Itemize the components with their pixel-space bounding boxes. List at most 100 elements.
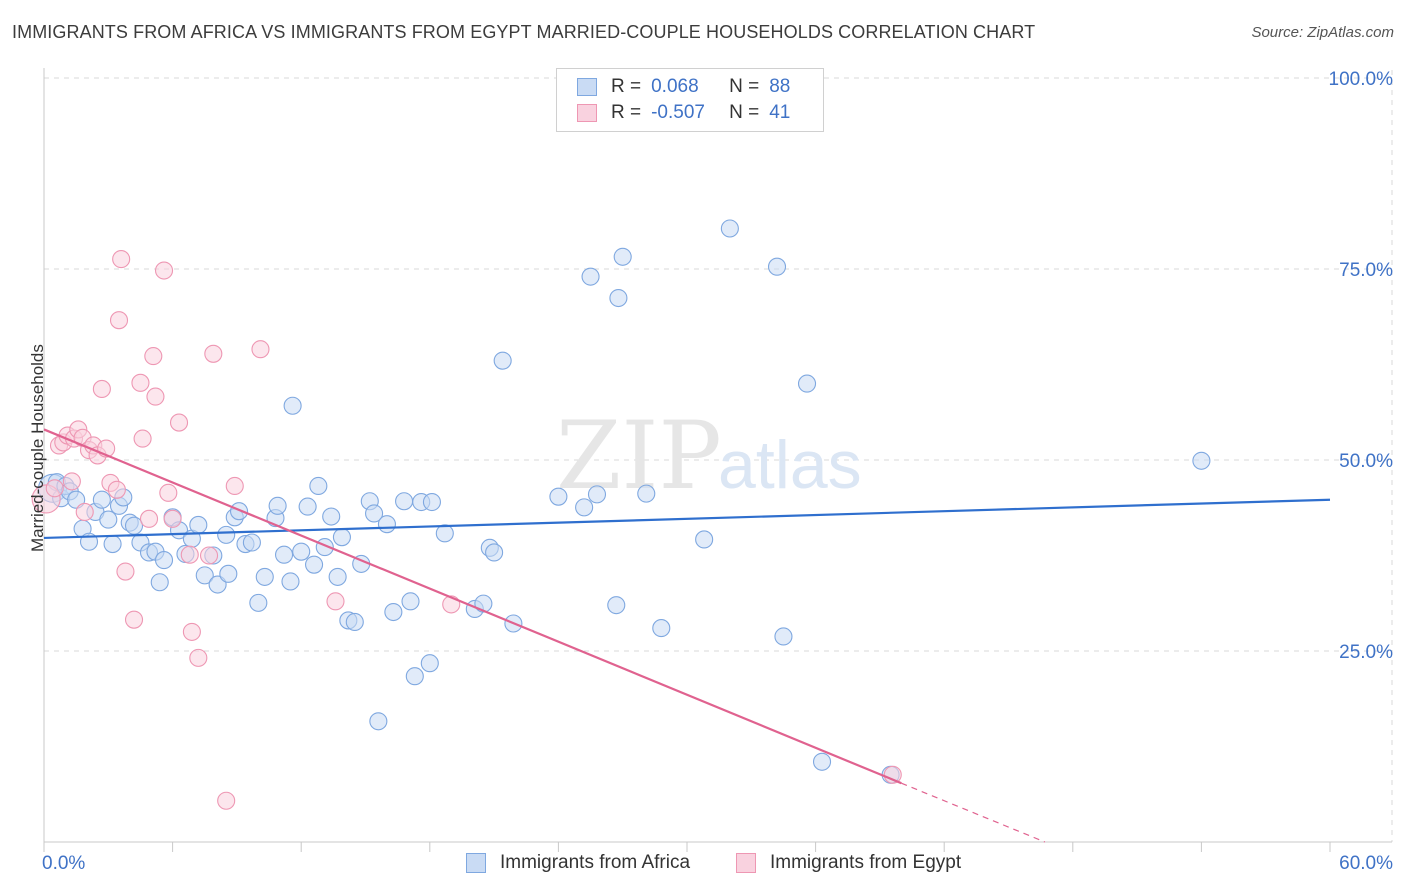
egypt-point bbox=[225, 476, 244, 496]
legend-item-africa[interactable]: Immigrants from Africa bbox=[466, 852, 690, 874]
watermark-atlas: atlas bbox=[718, 427, 862, 503]
africa-point bbox=[652, 619, 671, 638]
legend-n-value: 88 bbox=[769, 76, 791, 97]
africa-point bbox=[219, 564, 238, 583]
series-africa bbox=[38, 219, 1211, 784]
africa-point bbox=[767, 257, 787, 276]
africa-point bbox=[99, 510, 118, 529]
egypt-point bbox=[163, 509, 182, 528]
egypt-point bbox=[169, 413, 189, 432]
africa-point bbox=[774, 627, 793, 646]
egypt-point bbox=[217, 791, 236, 810]
tick-labels: 100.0% 75.0% 50.0% 25.0% 0.0% 60.0% bbox=[42, 69, 1393, 874]
egypt-point bbox=[154, 261, 174, 280]
africa-point bbox=[377, 515, 396, 534]
africa-point bbox=[322, 507, 341, 526]
africa-point bbox=[275, 545, 294, 564]
egypt-point bbox=[159, 483, 178, 502]
africa-point bbox=[384, 602, 403, 622]
egypt-point bbox=[124, 610, 144, 629]
egypt-point bbox=[112, 250, 131, 269]
africa-point bbox=[607, 596, 626, 615]
africa-point bbox=[493, 351, 512, 370]
africa-point bbox=[229, 502, 249, 521]
africa-point bbox=[195, 566, 214, 585]
africa-point bbox=[613, 247, 632, 266]
africa-point bbox=[124, 516, 144, 535]
africa-point bbox=[365, 504, 384, 523]
africa-point bbox=[405, 667, 424, 686]
egypt-point bbox=[180, 545, 199, 564]
legend-item-egypt[interactable]: Immigrants from Egypt bbox=[736, 852, 961, 874]
africa-point bbox=[395, 492, 414, 511]
egypt-point bbox=[62, 472, 81, 491]
legend-row-egypt: R = -0.507 N = 41 bbox=[577, 101, 790, 125]
egypt-point bbox=[109, 311, 129, 330]
stats-legend: R = 0.068 N = 88 R = -0.507 N = 41 bbox=[556, 68, 824, 132]
egypt-point bbox=[92, 379, 111, 398]
egypt-point bbox=[45, 479, 64, 498]
africa-point bbox=[268, 496, 287, 515]
egypt-point bbox=[131, 373, 150, 392]
x-tick-label: 60.0% bbox=[1339, 853, 1393, 874]
legend-r-value: 0.068 bbox=[651, 76, 699, 97]
africa-point bbox=[345, 612, 364, 632]
legend-n-label: N = bbox=[729, 102, 760, 123]
source-label: Source: ZipAtlas.com bbox=[1251, 24, 1394, 41]
legend-r-label: R = bbox=[611, 76, 642, 97]
africa-point bbox=[549, 487, 568, 506]
africa-point bbox=[249, 593, 268, 612]
x-tick-label: 0.0% bbox=[42, 853, 85, 874]
y-tick-label: 75.0% bbox=[1339, 260, 1393, 281]
chart-title: IMMIGRANTS FROM AFRICA VS IMMIGRANTS FRO… bbox=[12, 22, 1036, 42]
africa-point bbox=[242, 533, 261, 552]
africa-point bbox=[420, 654, 439, 673]
egypt-point bbox=[251, 340, 270, 359]
africa-point bbox=[609, 288, 628, 308]
legend-swatch-africa bbox=[466, 853, 486, 873]
y-tick-label: 50.0% bbox=[1339, 451, 1393, 472]
africa-point bbox=[255, 567, 274, 586]
egypt-point bbox=[139, 509, 159, 528]
egypt-point bbox=[144, 347, 163, 366]
africa-point bbox=[485, 543, 504, 562]
egypt-point bbox=[116, 562, 135, 581]
africa-point bbox=[298, 497, 317, 516]
legend-r-value: -0.507 bbox=[651, 102, 705, 123]
legend-swatch-africa bbox=[577, 78, 597, 96]
africa-point bbox=[150, 573, 169, 592]
africa-point bbox=[305, 555, 324, 574]
africa-point bbox=[154, 551, 174, 570]
trend-line-egypt bbox=[43, 428, 902, 785]
africa-point bbox=[637, 484, 656, 503]
africa-point bbox=[217, 525, 236, 544]
series-egypt bbox=[31, 250, 902, 810]
africa-point bbox=[309, 476, 328, 496]
africa-point bbox=[292, 542, 311, 561]
legend-row-africa: R = 0.068 N = 88 bbox=[577, 75, 790, 99]
egypt-point bbox=[146, 387, 165, 406]
y-tick-label: 100.0% bbox=[1329, 69, 1394, 90]
africa-point bbox=[575, 498, 594, 517]
legend-n-value: 41 bbox=[769, 102, 791, 123]
africa-point bbox=[103, 534, 122, 554]
africa-point bbox=[369, 712, 388, 731]
africa-point bbox=[281, 572, 300, 591]
trend-line-africa bbox=[43, 498, 1331, 540]
africa-point bbox=[695, 530, 714, 549]
trend-line-egypt-extension bbox=[901, 782, 1046, 843]
y-axis-label: Married-couple Households bbox=[28, 344, 47, 552]
africa-point bbox=[328, 567, 347, 586]
africa-point bbox=[720, 219, 739, 238]
legend-swatch-egypt bbox=[736, 853, 756, 873]
legend-n-label: N = bbox=[729, 76, 760, 97]
egypt-point bbox=[75, 502, 94, 522]
africa-point bbox=[587, 485, 607, 504]
egypt-point bbox=[182, 622, 201, 641]
africa-point bbox=[1192, 451, 1211, 470]
africa-point bbox=[581, 267, 600, 286]
series-legend: Immigrants from Africa Immigrants from E… bbox=[0, 852, 1406, 878]
africa-point bbox=[332, 528, 351, 547]
africa-point bbox=[797, 374, 817, 393]
